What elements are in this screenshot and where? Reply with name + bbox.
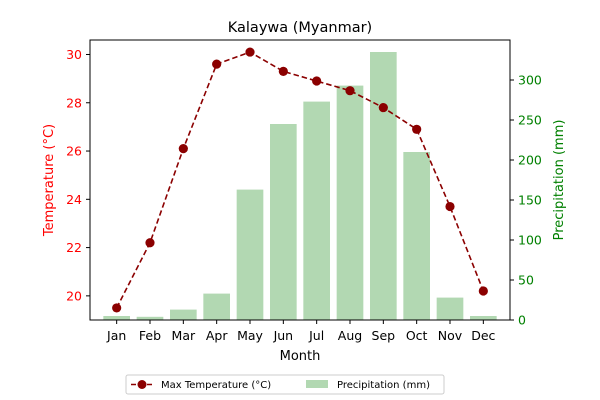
x-tick-label-dec: Dec: [471, 328, 495, 343]
x-tick-label-nov: Nov: [438, 328, 463, 343]
precip-bar-oct: [403, 152, 430, 320]
x-tick-label-jan: Jan: [106, 328, 126, 343]
legend: Max Temperature (°C) Precipitation (mm): [125, 374, 445, 395]
right-tick-label: 250: [518, 113, 542, 128]
left-y-axis-label: Temperature (°C): [42, 124, 57, 237]
legend-bar-swatch: [306, 380, 328, 388]
legend-label-temperature: Max Temperature (°C): [161, 380, 271, 391]
x-tick-label-oct: Oct: [406, 328, 428, 343]
left-tick-label: 28: [66, 95, 82, 110]
temp-point-feb: [145, 238, 155, 248]
x-tick-label-jul: Jul: [308, 328, 324, 343]
precip-bar-jun: [270, 124, 297, 320]
temp-point-may: [245, 47, 255, 57]
right-y-axis-label: Precipitation (mm): [552, 120, 567, 241]
right-tick-label: 50: [518, 273, 534, 288]
left-y-axis: 20 22 24 26 28 30: [66, 47, 90, 303]
x-tick-label-mar: Mar: [172, 328, 196, 343]
temp-point-jan: [112, 303, 122, 313]
temperature-line-path: [115, 51, 485, 309]
temp-point-jul: [312, 76, 322, 86]
temp-point-mar: [178, 144, 188, 154]
precip-bar-sep: [370, 52, 397, 320]
x-tick-label-sep: Sep: [372, 328, 396, 343]
left-tick-label: 24: [66, 192, 82, 207]
x-axis-label: Month: [280, 349, 321, 364]
precip-bar-feb: [136, 316, 164, 320]
temperature-line: [112, 47, 488, 313]
temp-point-aug: [345, 86, 355, 96]
right-tick-label: 200: [518, 153, 542, 168]
precip-bar-jan: [103, 316, 130, 320]
x-axis: Jan Feb Mar Apr May Jun Jul Aug Sep Oct Nov Dec: [106, 320, 496, 343]
x-tick-label-jun: Jun: [273, 328, 294, 343]
precip-bar-mar: [170, 309, 197, 320]
precip-bar-jul: [303, 101, 330, 320]
right-tick-label: 0: [518, 313, 526, 328]
precip-bar-dec: [470, 316, 497, 320]
legend-label-precipitation: Precipitation (mm): [337, 380, 430, 391]
temp-point-sep: [378, 102, 388, 113]
precip-bar-nov: [436, 297, 464, 320]
left-tick-label: 22: [66, 240, 82, 255]
left-tick-label: 20: [66, 288, 82, 303]
precip-bar-aug: [336, 85, 364, 320]
x-tick-label-aug: Aug: [338, 328, 362, 343]
legend-box: [125, 374, 445, 395]
right-y-axis: 0 50 100 150 200 250 300: [510, 73, 542, 328]
plot-frame: [89, 39, 511, 321]
x-tick-label-apr: Apr: [206, 328, 228, 343]
chart-title: Kalaywa (Myanmar): [228, 20, 372, 36]
temp-point-dec: [478, 286, 488, 296]
precip-bar-apr: [203, 293, 230, 320]
precip-bar-may: [236, 189, 264, 320]
right-tick-label: 100: [518, 233, 542, 248]
temp-point-nov: [445, 201, 455, 212]
temp-point-oct: [412, 124, 422, 134]
legend-line-marker: [137, 380, 147, 389]
left-tick-label: 30: [66, 47, 82, 62]
temp-point-apr: [212, 59, 222, 69]
right-tick-label: 150: [518, 193, 542, 208]
x-tick-label-may: May: [237, 328, 263, 343]
precipitation-bars: [103, 52, 497, 320]
left-tick-label: 26: [66, 144, 82, 159]
temp-point-jun: [278, 66, 288, 76]
right-tick-label: 300: [518, 73, 542, 88]
x-tick-label-feb: Feb: [139, 328, 161, 343]
